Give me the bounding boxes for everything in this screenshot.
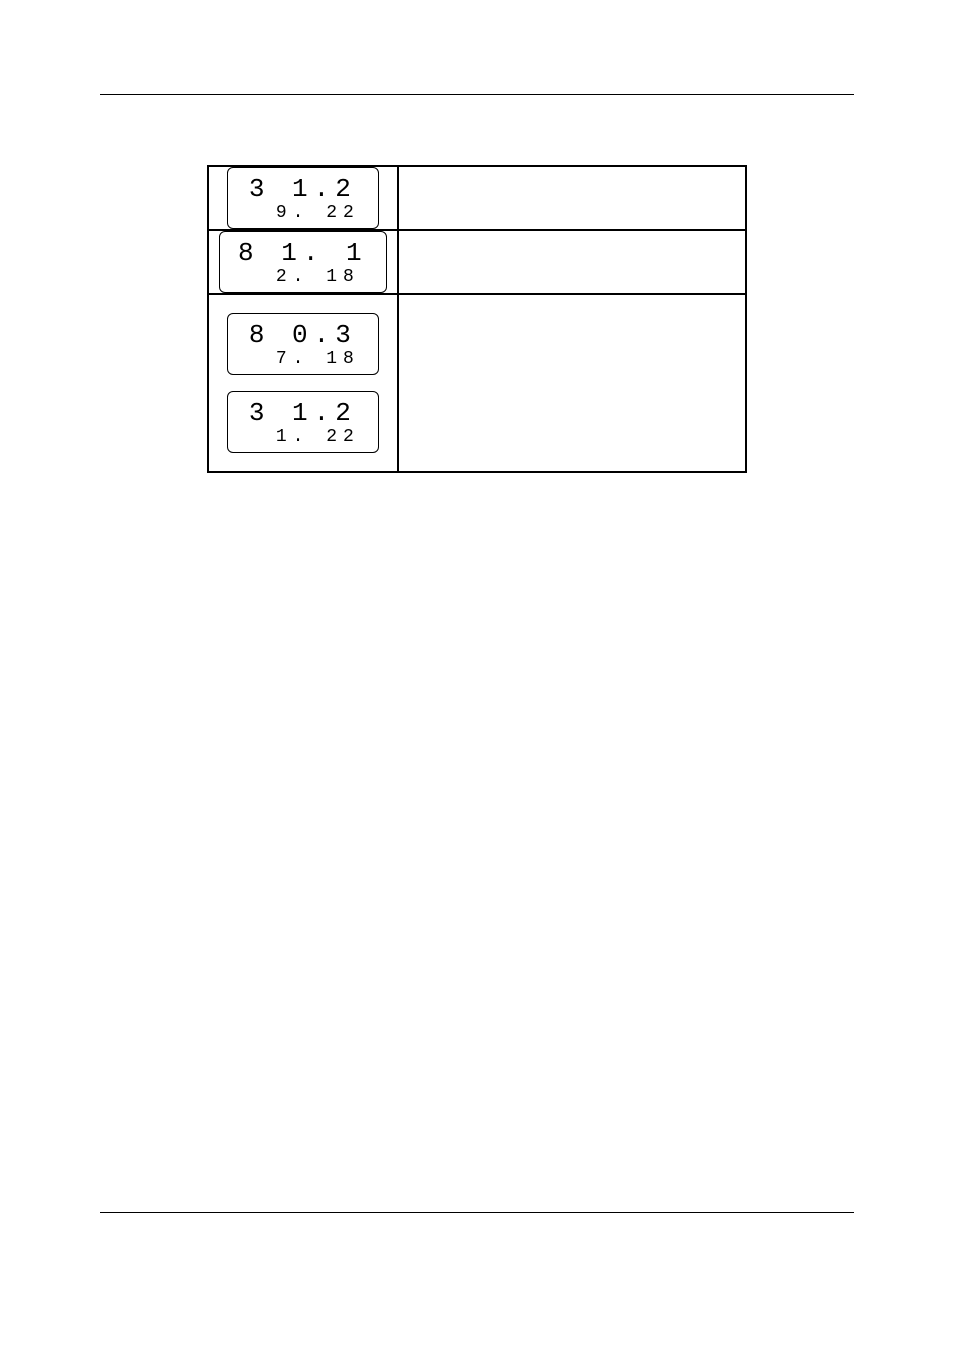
empty-cell bbox=[398, 230, 746, 294]
lcd-cell: 8 0.3 7. 18 3 1.2 1. 22 bbox=[208, 294, 398, 472]
lcd-line2: 2. 18 bbox=[238, 268, 368, 286]
page: 3 1.2 9. 22 8 1. 1 2. 18 bbox=[0, 0, 954, 1351]
lcd-stack: 8 0.3 7. 18 3 1.2 1. 22 bbox=[209, 295, 397, 471]
lcd-cell: 3 1.2 9. 22 bbox=[208, 166, 398, 230]
lcd-display: 8 0.3 7. 18 bbox=[227, 313, 379, 375]
lcd-line2: 9. 22 bbox=[246, 204, 360, 222]
lcd-display: 3 1.2 9. 22 bbox=[227, 167, 379, 229]
lcd-cell: 8 1. 1 2. 18 bbox=[208, 230, 398, 294]
top-rule bbox=[100, 94, 854, 95]
lcd-table: 3 1.2 9. 22 8 1. 1 2. 18 bbox=[207, 165, 747, 473]
lcd-display: 8 1. 1 2. 18 bbox=[219, 231, 387, 293]
lcd-line1: 3 1.2 bbox=[246, 400, 360, 426]
bottom-rule bbox=[100, 1212, 854, 1213]
empty-cell bbox=[398, 166, 746, 230]
empty-cell bbox=[398, 294, 746, 472]
lcd-display: 3 1.2 1. 22 bbox=[227, 391, 379, 453]
table-row: 8 0.3 7. 18 3 1.2 1. 22 bbox=[208, 294, 746, 472]
lcd-line2: 7. 18 bbox=[246, 350, 360, 368]
table-wrap: 3 1.2 9. 22 8 1. 1 2. 18 bbox=[207, 165, 747, 473]
table-row: 8 1. 1 2. 18 bbox=[208, 230, 746, 294]
lcd-line2: 1. 22 bbox=[246, 428, 360, 446]
lcd-line1: 3 1.2 bbox=[246, 176, 360, 202]
lcd-line1: 8 0.3 bbox=[246, 322, 360, 348]
lcd-line1: 8 1. 1 bbox=[238, 240, 368, 266]
table-row: 3 1.2 9. 22 bbox=[208, 166, 746, 230]
